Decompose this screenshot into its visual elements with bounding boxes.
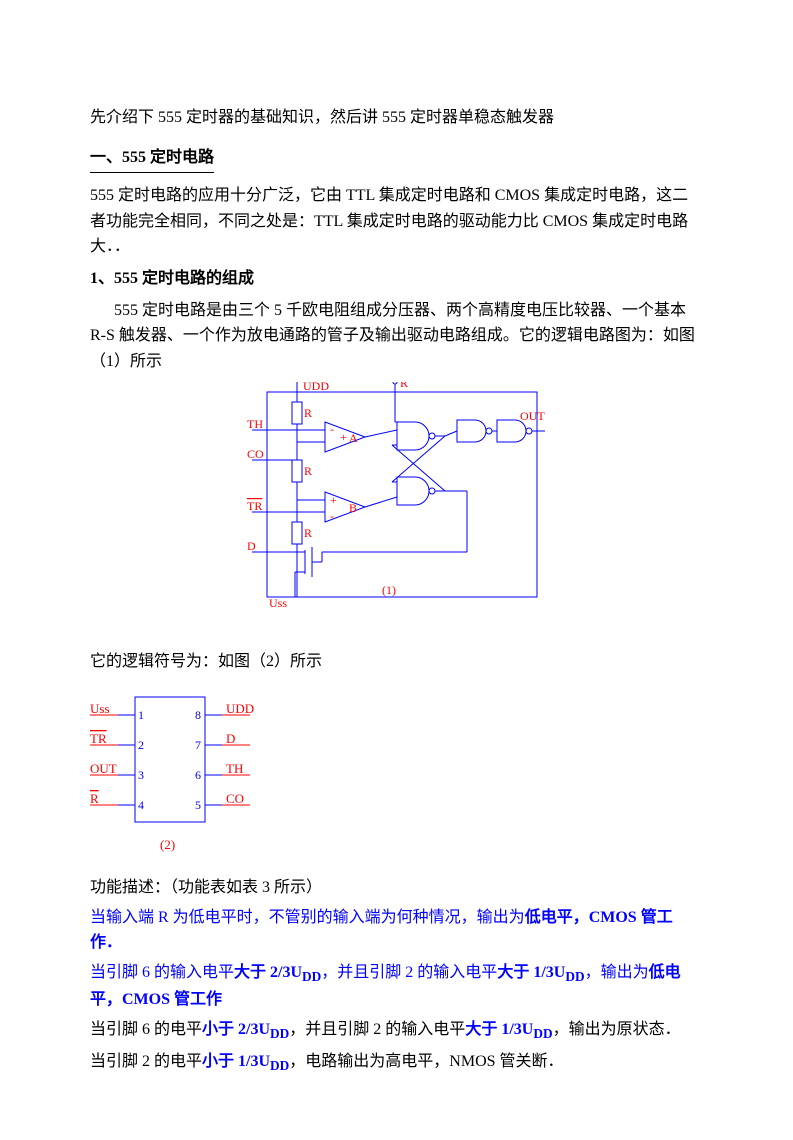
svg-text:-: - [330, 509, 334, 523]
svg-text:+: + [340, 430, 347, 444]
svg-text:4: 4 [138, 798, 144, 812]
func-line-4: 当引脚 2 的电平小于 1/3UDD，电路输出为高电平，NMOS 管关断． [90, 1049, 703, 1077]
para-1: 555 定时电路的应用十分广泛，它由 TTL 集成定时电路和 CMOS 集成定时… [90, 183, 703, 260]
func-4c: ，电路输出为高电平，NMOS 管关断． [289, 1053, 563, 1070]
svg-text:-: - [330, 422, 334, 436]
svg-text:R: R [304, 526, 312, 540]
svg-text:TH: TH [226, 761, 243, 776]
svg-text:R: R [400, 382, 408, 390]
svg-text:5: 5 [195, 798, 201, 812]
svg-text:1: 1 [138, 708, 144, 722]
svg-text:TR: TR [247, 499, 262, 513]
svg-text:OUT: OUT [90, 761, 117, 776]
func-3b: 小于 2/3U [202, 1021, 270, 1038]
func-heading: 功能描述：（功能表如表 3 所示） [90, 875, 703, 901]
para-2: 555 定时电路是由三个 5 千欧电阻组成分压器、两个高精度电压比较器、一个基本… [90, 298, 703, 375]
func-3a: 当引脚 6 的电平 [90, 1021, 202, 1038]
svg-text:UDD: UDD [303, 382, 329, 393]
svg-text:(1): (1) [382, 583, 396, 597]
svg-text:R: R [304, 464, 312, 478]
svg-text:CO: CO [247, 447, 264, 461]
func-2b: 大于 2/3U [234, 964, 302, 981]
para-3: 它的逻辑符号为：如图（2）所示 [90, 649, 703, 675]
svg-text:OUT: OUT [520, 409, 545, 423]
func-3sub1: DD [270, 1026, 289, 1041]
svg-text:Uss: Uss [90, 701, 110, 716]
func-3sub2: DD [533, 1026, 552, 1041]
func-4a: 当引脚 2 的电平 [90, 1053, 202, 1070]
func-line-2: 当引脚 6 的输入电平大于 2/3UDD，并且引脚 2 的输入电平大于 1/3U… [90, 960, 703, 1013]
svg-text:Uss: Uss [269, 596, 287, 610]
pinout-diagram-icon: 1 Uss 2 TR 3 OUT 4 R 8 UDD 7 D 6 TH 5 CO (2) [90, 687, 255, 857]
func-3e: ，输出为原状态． [553, 1021, 681, 1038]
func-1a: 当输入端 R 为低电平时，不管别的输入端为何种情况，输出为 [90, 909, 525, 926]
func-3c: ，并且引脚 2 的输入电平 [289, 1021, 465, 1038]
svg-text:R: R [304, 406, 312, 420]
svg-text:D: D [247, 539, 256, 553]
svg-text:6: 6 [195, 768, 201, 782]
figure-1: UDD TH CO TR D Uss R OUT R R R + - A + -… [90, 382, 703, 621]
func-line-3: 当引脚 6 的电平小于 2/3UDD，并且引脚 2 的输入电平大于 1/3UDD… [90, 1017, 703, 1045]
func-2a: 当引脚 6 的输入电平 [90, 964, 234, 981]
func-line-1: 当输入端 R 为低电平时，不管别的输入端为何种情况，输出为低电平，CMOS 管工… [90, 905, 703, 956]
func-4sub: DD [270, 1058, 289, 1073]
func-2c: ，并且引脚 2 的输入电平 [321, 964, 497, 981]
svg-text:UDD: UDD [226, 701, 254, 716]
svg-text:+: + [330, 493, 337, 507]
heading-1: 一、555 定时电路 [90, 145, 214, 174]
svg-text:CO: CO [226, 791, 244, 806]
figure-2: 1 Uss 2 TR 3 OUT 4 R 8 UDD 7 D 6 TH 5 CO (2) [90, 687, 703, 866]
svg-text:3: 3 [138, 768, 144, 782]
func-4b: 小于 1/3U [202, 1053, 270, 1070]
func-2e: ，输出为 [585, 964, 649, 981]
svg-text:R: R [90, 791, 99, 806]
svg-text:2: 2 [138, 738, 144, 752]
circuit-diagram-icon: UDD TH CO TR D Uss R OUT R R R + - A + -… [247, 382, 547, 612]
intro-text: 先介绍下 555 定时器的基础知识，然后讲 555 定时器单稳态触发器 [90, 105, 703, 131]
func-2d: 大于 1/3U [497, 964, 565, 981]
svg-text:B: B [349, 501, 357, 515]
svg-text:A: A [349, 431, 358, 445]
svg-text:TH: TH [247, 417, 263, 431]
svg-text:8: 8 [195, 708, 201, 722]
func-2sub2: DD [565, 969, 584, 984]
svg-text:(2): (2) [160, 837, 175, 852]
func-3d: 大于 1/3U [465, 1021, 533, 1038]
heading-2: 1、555 定时电路的组成 [90, 266, 703, 292]
svg-text:D: D [226, 731, 235, 746]
svg-text:TR: TR [90, 731, 107, 746]
func-2sub1: DD [302, 969, 321, 984]
svg-text:7: 7 [195, 738, 201, 752]
